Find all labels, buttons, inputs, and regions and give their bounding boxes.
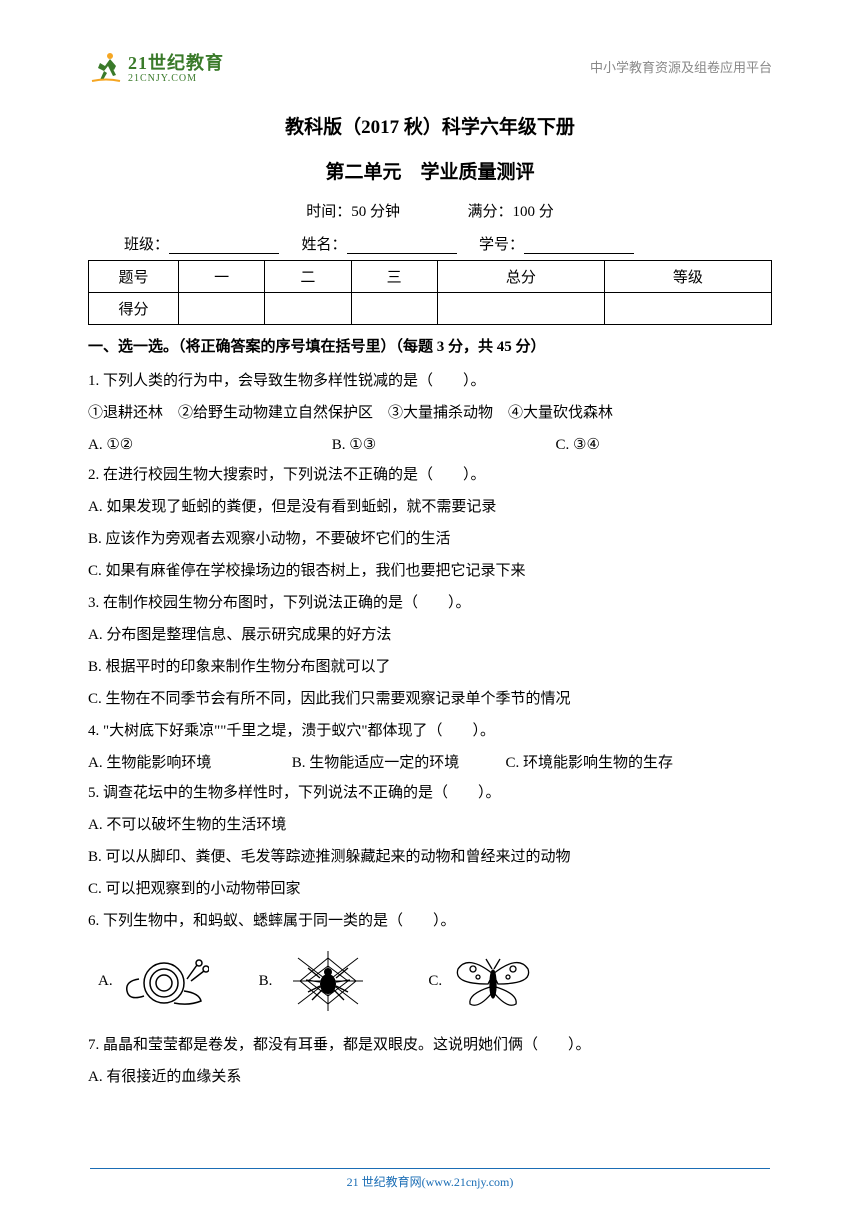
full-score-label: 满分：100 分 xyxy=(468,204,554,220)
name-label: 姓名： xyxy=(302,237,347,253)
q7-opt-a[interactable]: A. 有很接近的血缘关系 xyxy=(88,1062,772,1092)
cell-blank[interactable] xyxy=(437,293,604,325)
q1-stem: 1. 下列人类的行为中，会导致生物多样性锐减的是（ ）。 xyxy=(88,366,772,396)
q2-opt-a[interactable]: A. 如果发现了蚯蚓的粪便，但是没有看到蚯蚓，就不需要记录 xyxy=(88,492,772,522)
q6-c-label: C. xyxy=(428,973,442,990)
table-row: 题号 一 二 三 总分 等级 xyxy=(89,261,772,293)
q6-opt-b[interactable]: B. xyxy=(259,946,379,1016)
student-fields: 班级： 姓名： 学号： xyxy=(88,233,772,254)
th-2: 二 xyxy=(265,261,351,293)
score-table: 题号 一 二 三 总分 等级 得分 xyxy=(88,260,772,325)
q1-opt-a[interactable]: A. ①② xyxy=(88,430,328,460)
cell-blank[interactable] xyxy=(351,293,437,325)
doc-title-line2: 第二单元 学业质量测评 xyxy=(88,157,772,184)
logo: 21世纪教育 21CNJY.COM xyxy=(88,48,224,84)
q4-opt-b[interactable]: B. 生物能适应一定的环境 xyxy=(292,748,502,778)
section-1-head: 一、选一选。（将正确答案的序号填在括号里）（每题 3 分，共 45 分） xyxy=(88,335,772,356)
header-right-text: 中小学教育资源及组卷应用平台 xyxy=(590,57,772,76)
cell-blank[interactable] xyxy=(604,293,771,325)
q7-stem: 7. 晶晶和莹莹都是卷发，都没有耳垂，都是双眼皮。这说明她们俩（ ）。 xyxy=(88,1030,772,1060)
q4-stem: 4. "大树底下好乘凉""千里之堤，溃于蚁穴"都体现了（ ）。 xyxy=(88,716,772,746)
name-blank[interactable] xyxy=(347,253,457,254)
class-blank[interactable] xyxy=(169,253,279,254)
th-1: 一 xyxy=(179,261,265,293)
q1-opt-b[interactable]: B. ①③ xyxy=(332,430,552,460)
q5-opt-b[interactable]: B. 可以从脚印、粪便、毛发等踪迹推测躲藏起来的动物和曾经来过的动物 xyxy=(88,842,772,872)
q5-stem: 5. 调查花坛中的生物多样性时，下列说法不正确的是（ ）。 xyxy=(88,778,772,808)
th-label: 题号 xyxy=(89,261,179,293)
runner-icon xyxy=(88,48,124,84)
logo-sub-text: 21CNJY.COM xyxy=(128,73,224,84)
q6-a-label: A. xyxy=(98,973,113,990)
id-blank[interactable] xyxy=(524,253,634,254)
page-footer: 21 世纪教育网(www.21cnjy.com) xyxy=(0,1168,860,1190)
page-header: 21世纪教育 21CNJY.COM 中小学教育资源及组卷应用平台 xyxy=(88,48,772,84)
th-grade: 等级 xyxy=(604,261,771,293)
q3-opt-b[interactable]: B. 根据平时的印象来制作生物分布图就可以了 xyxy=(88,652,772,682)
cell-blank[interactable] xyxy=(265,293,351,325)
id-label: 学号： xyxy=(479,237,524,253)
q4-opt-a[interactable]: A. 生物能影响环境 xyxy=(88,748,288,778)
q6-stem: 6. 下列生物中，和蚂蚁、蟋蟀属于同一类的是（ ）。 xyxy=(88,906,772,936)
snail-icon xyxy=(119,951,209,1011)
q6-b-label: B. xyxy=(259,973,273,990)
q1-choices: ①退耕还林 ②给野生动物建立自然保护区 ③大量捕杀动物 ④大量砍伐森林 xyxy=(88,398,772,428)
time-label: 时间：50 分钟 xyxy=(306,204,400,220)
q2-opt-c[interactable]: C. 如果有麻雀停在学校操场边的银杏树上，我们也要把它记录下来 xyxy=(88,556,772,586)
q2-stem: 2. 在进行校园生物大搜索时，下列说法不正确的是（ ）。 xyxy=(88,460,772,490)
q4-options: A. 生物能影响环境 B. 生物能适应一定的环境 C. 环境能影响生物的生存 xyxy=(88,748,772,778)
th-3: 三 xyxy=(351,261,437,293)
doc-title-line1: 教科版（2017 秋）科学六年级下册 xyxy=(88,112,772,139)
logo-text-block: 21世纪教育 21CNJY.COM xyxy=(128,49,224,84)
footer-text: 21 世纪教育网(www.21cnjy.com) xyxy=(347,1175,514,1189)
q1-options: A. ①② B. ①③ C. ③④ xyxy=(88,430,772,460)
time-full-line: 时间：50 分钟 满分：100 分 xyxy=(88,200,772,221)
butterfly-icon xyxy=(448,949,538,1014)
q5-opt-c[interactable]: C. 可以把观察到的小动物带回家 xyxy=(88,874,772,904)
q6-image-options: A. B. xyxy=(88,946,772,1016)
q4-opt-c[interactable]: C. 环境能影响生物的生存 xyxy=(506,748,674,778)
q3-opt-a[interactable]: A. 分布图是整理信息、展示研究成果的好方法 xyxy=(88,620,772,650)
q6-opt-c[interactable]: C. xyxy=(428,949,538,1014)
spider-icon xyxy=(278,946,378,1016)
footer-rule xyxy=(90,1168,770,1169)
q3-stem: 3. 在制作校园生物分布图时，下列说法正确的是（ ）。 xyxy=(88,588,772,618)
q3-opt-c[interactable]: C. 生物在不同季节会有所不同，因此我们只需要观察记录单个季节的情况 xyxy=(88,684,772,714)
cell-blank[interactable] xyxy=(179,293,265,325)
class-label: 班级： xyxy=(124,237,169,253)
table-row: 得分 xyxy=(89,293,772,325)
th-total: 总分 xyxy=(437,261,604,293)
q5-opt-a[interactable]: A. 不可以破坏生物的生活环境 xyxy=(88,810,772,840)
q2-opt-b[interactable]: B. 应该作为旁观者去观察小动物，不要破坏它们的生活 xyxy=(88,524,772,554)
q1-opt-c[interactable]: C. ③④ xyxy=(556,430,600,460)
logo-main-text: 21世纪教育 xyxy=(128,53,224,73)
q6-opt-a[interactable]: A. xyxy=(98,951,209,1011)
row2-label: 得分 xyxy=(89,293,179,325)
